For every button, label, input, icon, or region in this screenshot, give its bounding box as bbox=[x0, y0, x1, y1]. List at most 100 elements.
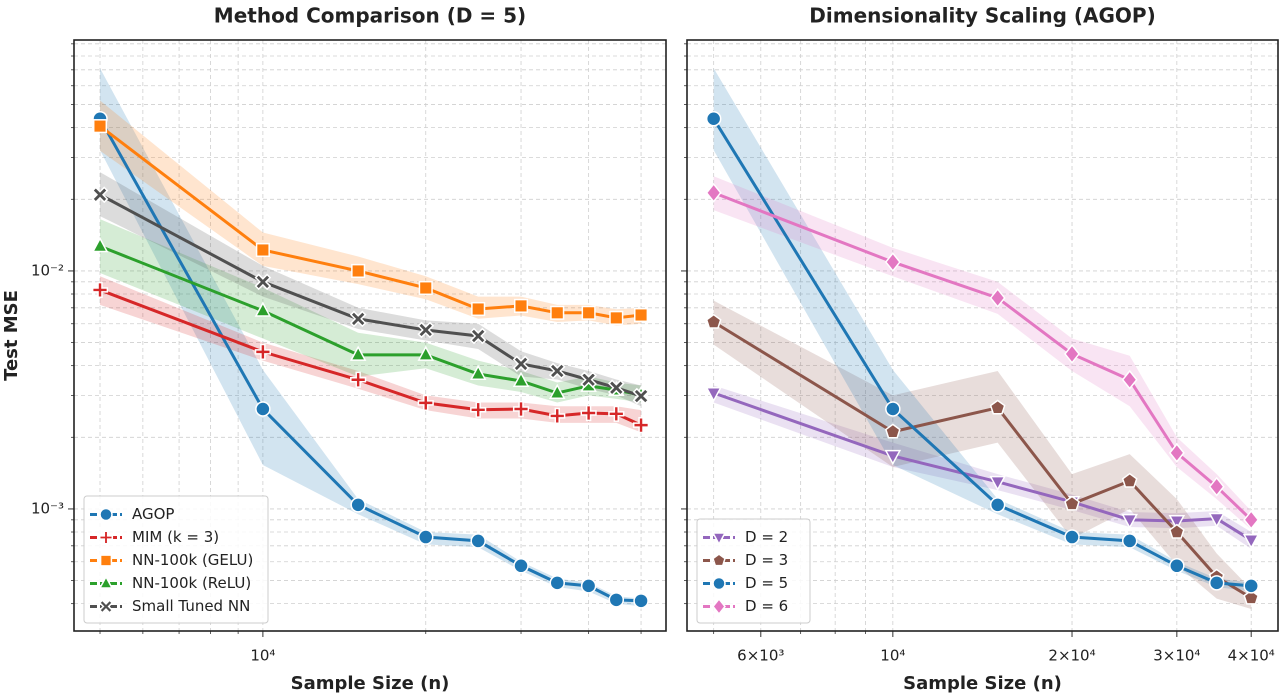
series-line bbox=[98, 118, 642, 603]
x-axis-label: Sample Size (n) bbox=[903, 673, 1062, 694]
marker bbox=[989, 399, 1006, 415]
marker bbox=[417, 321, 435, 339]
marker bbox=[91, 236, 109, 253]
x-tick-label: 3×10⁴ bbox=[1153, 647, 1200, 665]
confidence-band bbox=[100, 172, 642, 407]
marker bbox=[470, 533, 486, 549]
marker bbox=[989, 288, 1006, 308]
marker bbox=[1064, 343, 1080, 364]
marker bbox=[1243, 589, 1260, 605]
marker bbox=[92, 119, 108, 134]
marker bbox=[1121, 533, 1138, 549]
marker bbox=[255, 242, 270, 258]
marker bbox=[549, 575, 565, 591]
confidence-band bbox=[713, 300, 1252, 609]
marker bbox=[255, 401, 271, 417]
legend-marker bbox=[711, 532, 727, 546]
marker bbox=[581, 305, 596, 320]
marker bbox=[1208, 575, 1225, 591]
marker bbox=[1242, 534, 1260, 550]
marker bbox=[548, 383, 566, 400]
marker bbox=[1168, 523, 1185, 539]
marker bbox=[1243, 509, 1260, 530]
axes-frame bbox=[73, 39, 667, 632]
x-tick-label: 2×10⁴ bbox=[1048, 647, 1095, 665]
legend-box bbox=[83, 495, 269, 624]
x-tick-label: 6×10³ bbox=[737, 647, 784, 665]
marker bbox=[549, 407, 566, 424]
series-line bbox=[99, 193, 642, 398]
marker bbox=[989, 475, 1006, 492]
series-line bbox=[712, 320, 1252, 600]
marker bbox=[634, 307, 649, 323]
marker bbox=[417, 345, 435, 361]
confidence-band bbox=[100, 100, 642, 326]
marker bbox=[632, 417, 650, 434]
x-tick-label: 10⁴ bbox=[880, 647, 905, 665]
marker bbox=[417, 394, 434, 411]
marker bbox=[580, 371, 597, 389]
legend-label: D = 6 bbox=[745, 597, 788, 615]
legend-label: AGOP bbox=[132, 505, 174, 523]
marker bbox=[609, 310, 624, 325]
confidence-band bbox=[100, 68, 642, 607]
marker bbox=[1169, 558, 1185, 574]
series-line bbox=[99, 288, 642, 427]
y-tick-label: 10⁻³ bbox=[31, 499, 64, 517]
marker bbox=[350, 497, 366, 513]
marker bbox=[705, 110, 722, 127]
chart-title: Method Comparison (D = 5) bbox=[214, 4, 526, 28]
series-line bbox=[713, 191, 1253, 521]
marker bbox=[254, 301, 272, 317]
marker bbox=[91, 186, 109, 204]
marker bbox=[1064, 529, 1080, 545]
marker bbox=[884, 423, 901, 439]
marker bbox=[1121, 472, 1138, 488]
legend-label: D = 2 bbox=[745, 528, 788, 546]
marker bbox=[349, 310, 367, 328]
marker bbox=[349, 345, 367, 361]
x-axis-label: Sample Size (n) bbox=[291, 673, 450, 694]
y-axis-label: Test MSE bbox=[1, 290, 22, 381]
marker bbox=[254, 273, 272, 291]
marker bbox=[884, 252, 901, 272]
marker bbox=[471, 301, 486, 317]
axes-frame bbox=[686, 39, 1279, 632]
marker bbox=[580, 404, 597, 422]
legend-marker bbox=[712, 553, 726, 567]
legend-marker bbox=[712, 597, 726, 616]
marker bbox=[513, 558, 529, 574]
x-tick-label: 10⁴ bbox=[250, 647, 275, 665]
marker bbox=[418, 280, 433, 296]
marker bbox=[470, 401, 487, 418]
marker bbox=[1208, 512, 1225, 528]
marker bbox=[608, 405, 625, 422]
marker bbox=[91, 281, 109, 299]
legend-marker bbox=[98, 599, 114, 614]
marker bbox=[580, 578, 597, 594]
chart-title: Dimensionality Scaling (AGOP) bbox=[809, 4, 1155, 28]
legend-label: D = 3 bbox=[745, 551, 788, 569]
marker bbox=[1208, 476, 1225, 497]
marker bbox=[469, 364, 487, 380]
marker bbox=[705, 182, 722, 203]
marker bbox=[513, 298, 529, 313]
marker bbox=[608, 592, 625, 608]
x-tick-label: 4×10⁴ bbox=[1228, 647, 1275, 665]
marker bbox=[1243, 578, 1259, 594]
series-line bbox=[99, 244, 642, 397]
marker bbox=[1064, 495, 1080, 511]
y-tick-label: 10⁻² bbox=[31, 261, 64, 279]
marker bbox=[550, 305, 565, 320]
marker bbox=[607, 379, 625, 397]
marker bbox=[418, 529, 434, 545]
marker bbox=[350, 371, 367, 388]
legend-label: NN-100k (GELU) bbox=[132, 551, 253, 569]
legend-marker bbox=[98, 530, 114, 545]
confidence-band bbox=[713, 68, 1252, 592]
confidence-band bbox=[713, 176, 1252, 530]
legend-marker bbox=[98, 575, 114, 589]
marker bbox=[512, 355, 530, 373]
marker bbox=[1121, 369, 1138, 390]
